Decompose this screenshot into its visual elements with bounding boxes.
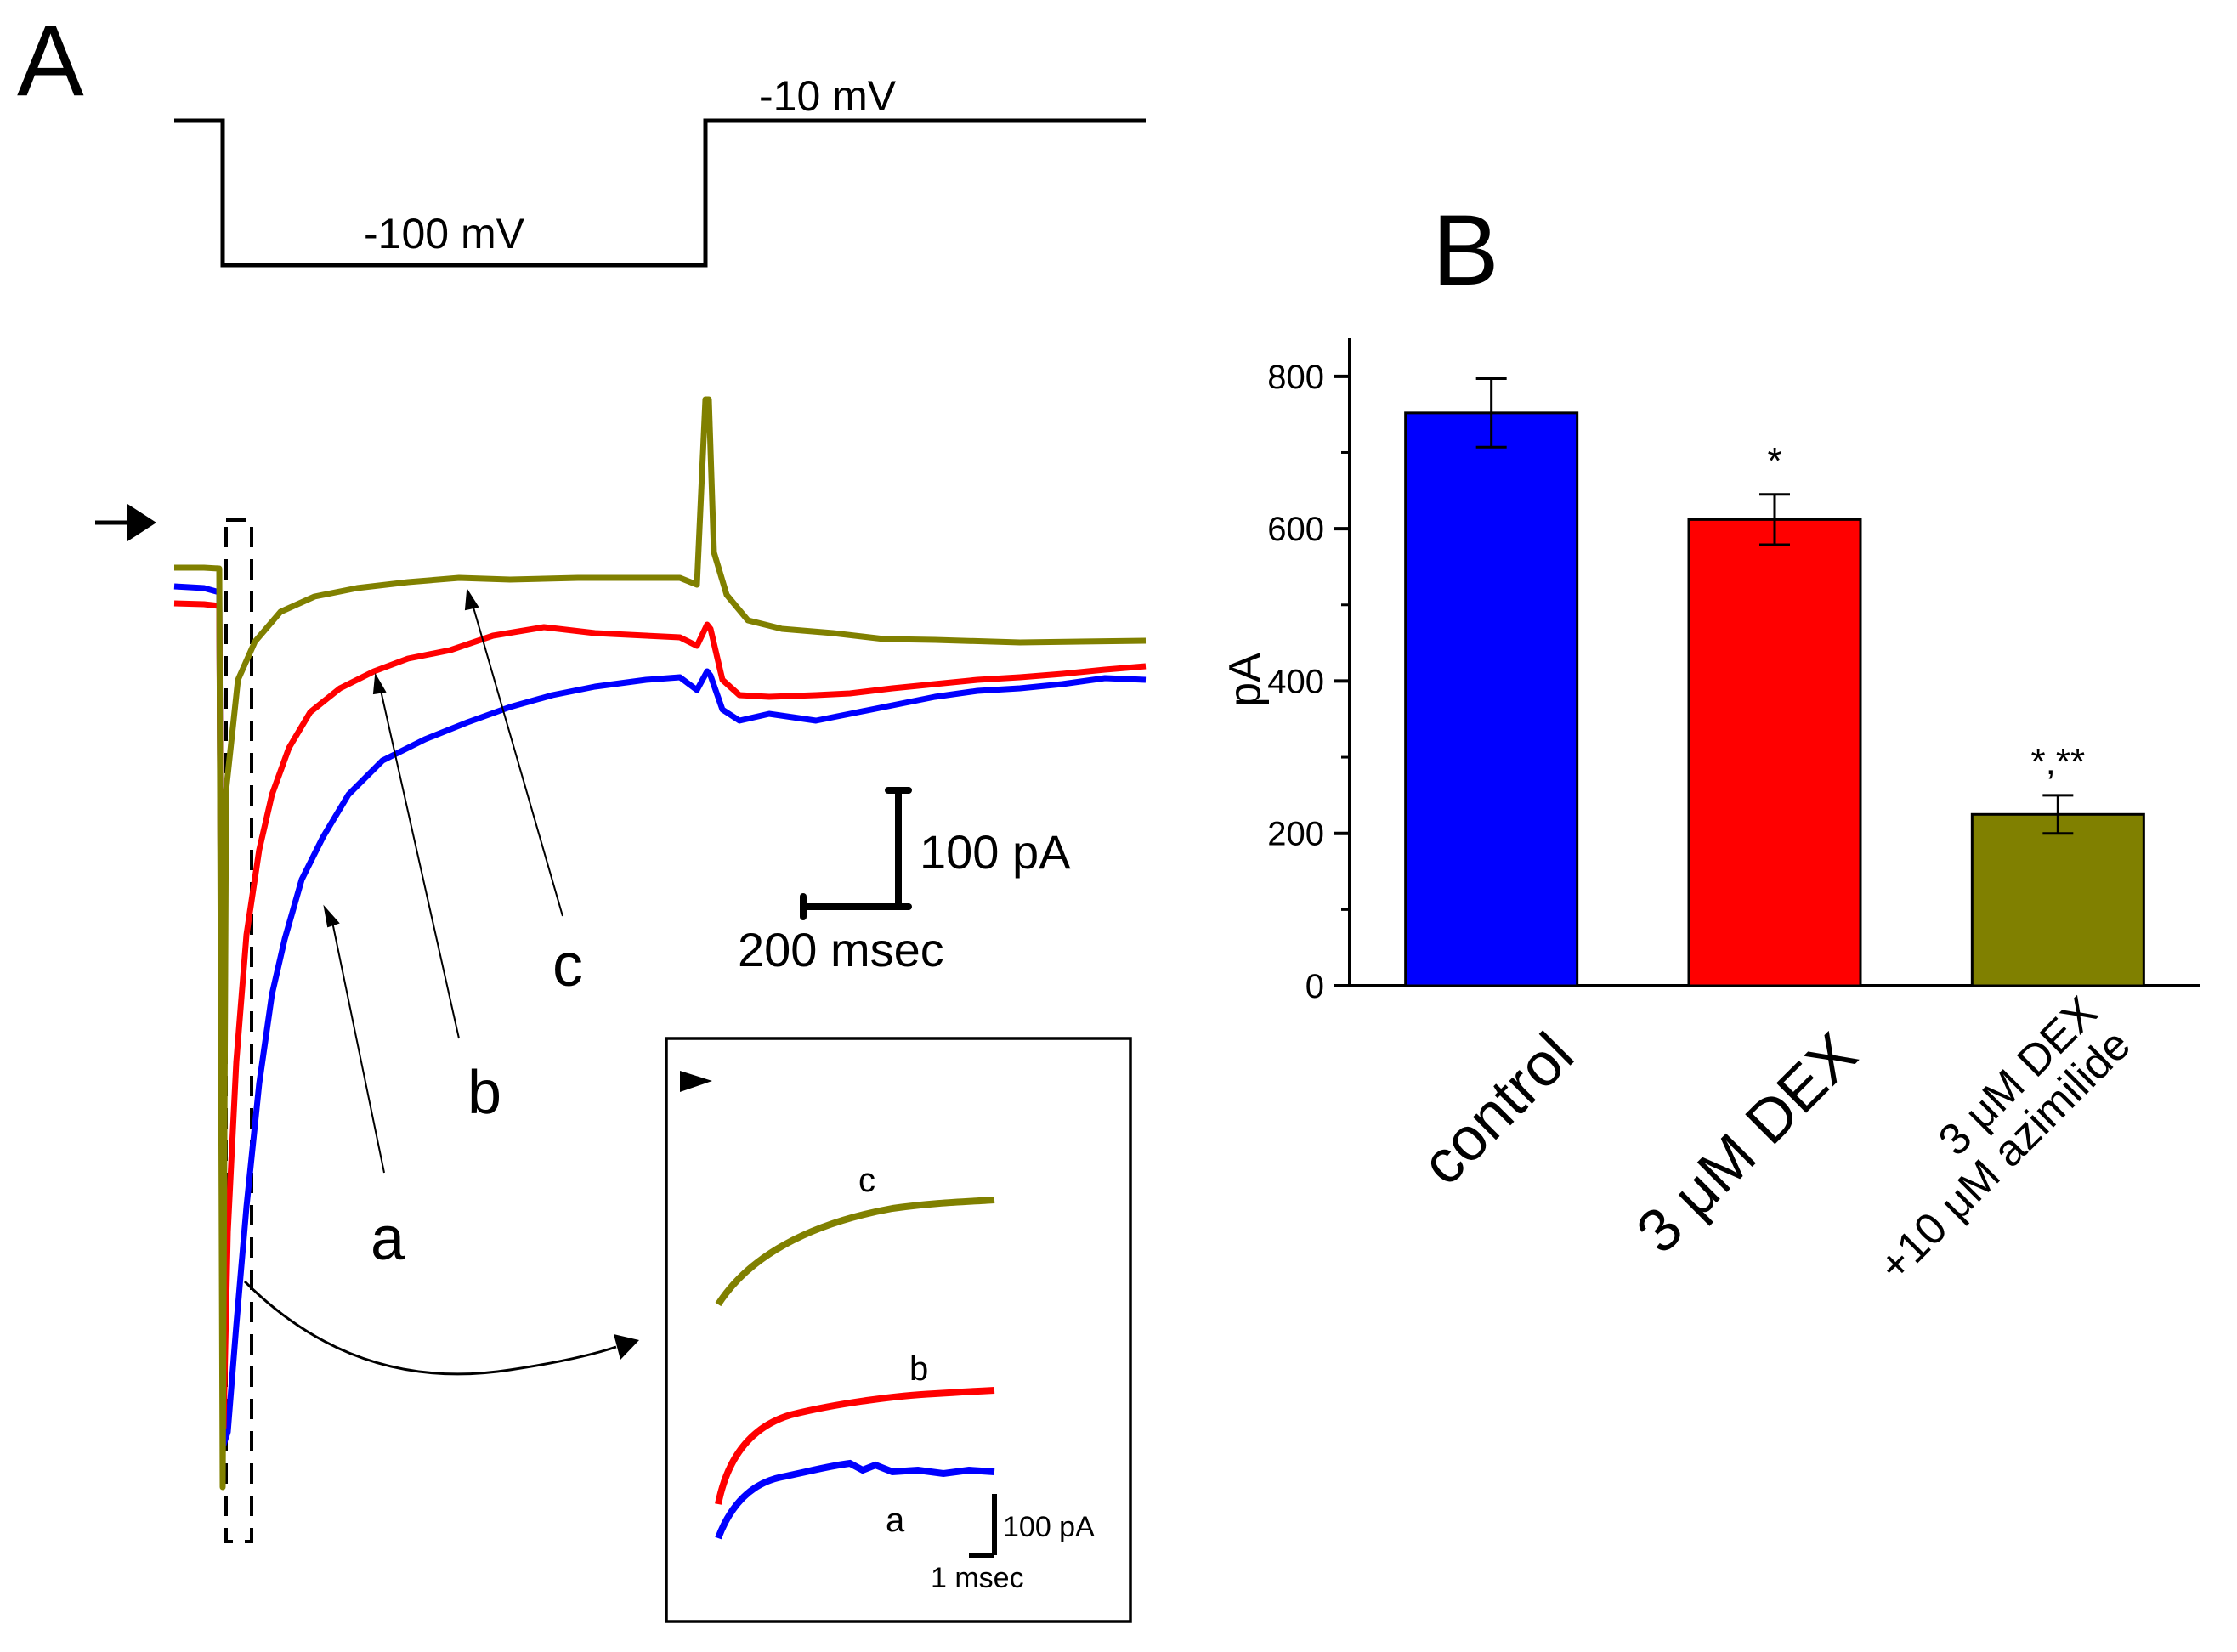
panel-a-label: A [17, 5, 84, 117]
inset-trace-b [715, 1387, 995, 1505]
bar-2 [1687, 518, 1862, 987]
scale-time-label: 200 msec [738, 923, 944, 976]
trace-label-a: a [371, 1205, 405, 1273]
inset-label-a: a [886, 1502, 905, 1539]
chart-error-bars [1475, 377, 2074, 835]
panel-b-label: B [1432, 195, 1499, 307]
x-tick-label-3: 3 μM DEX+10 μM azimilide [1869, 987, 2140, 1291]
inset-trace-a [715, 1459, 995, 1540]
inset-label-c: c [858, 1162, 875, 1199]
y-tick-label: 400 [1267, 663, 1324, 700]
y-tick-label: 800 [1267, 359, 1324, 396]
significance-marker: *,** [2031, 741, 2086, 783]
x-tick-label-line: control [1408, 1021, 1586, 1198]
inset-trace-c [715, 1197, 995, 1307]
trace-label-c: c [552, 931, 583, 999]
significance-marker: * [1767, 440, 1781, 482]
trace-c-dex-azimilide [174, 396, 1147, 1491]
inset-panel: c b a 100 pA 1 msec [665, 1037, 1132, 1623]
inset-pointer-arrow-icon [243, 1280, 639, 1376]
y-tick-label: 600 [1267, 511, 1324, 548]
trace-label-b: b [467, 1059, 501, 1127]
inset-scale-bar [969, 1494, 997, 1558]
panel-a: A -10 mV -100 mV a b c [17, 5, 1147, 1623]
trace-label-leaders [323, 587, 563, 1174]
y-tick-label: 0 [1305, 968, 1324, 1005]
protocol-hold-label: -10 mV [759, 72, 897, 120]
voltage-protocol-trace [174, 118, 1146, 268]
inset-label-b: b [909, 1350, 928, 1388]
chart-significance-annotations: * *,** [1767, 440, 2085, 783]
inset-frame [665, 1037, 1132, 1623]
panel-b: B * *,** 0 200 400 600 800 control 3 μM DEX 3 μ… [1220, 195, 2200, 1291]
inset-scale-current-label: 100 pA [1003, 1511, 1095, 1543]
chart-bars [1404, 411, 2145, 987]
bar-1 [1404, 411, 1579, 987]
x-tick-label-1: control [1408, 1021, 1586, 1198]
chart-x-tick-labels: control 3 μM DEX 3 μM DEX+10 μM azimilide [1408, 987, 2139, 1291]
scale-bar [800, 787, 912, 920]
zero-current-arrow-icon [95, 504, 156, 541]
x-tick-label-2: 3 μM DEX [1624, 1021, 1871, 1267]
y-axis-label: pA [1220, 653, 1270, 707]
trace-b-dex [173, 600, 1147, 1431]
scale-current-label: 100 pA [920, 825, 1071, 879]
x-tick-label-line: 3 μM DEX [1624, 1021, 1871, 1267]
bar-3 [1970, 812, 2145, 987]
protocol-step-label: -100 mV [364, 210, 525, 257]
y-tick-label: 200 [1267, 816, 1324, 853]
chart-y-ticks: 0 200 400 600 800 [1267, 359, 1350, 1005]
trace-a-control [173, 583, 1147, 1448]
inset-scale-time-label: 1 msec [931, 1562, 1024, 1594]
inset-zero-marker-icon [680, 1071, 712, 1092]
